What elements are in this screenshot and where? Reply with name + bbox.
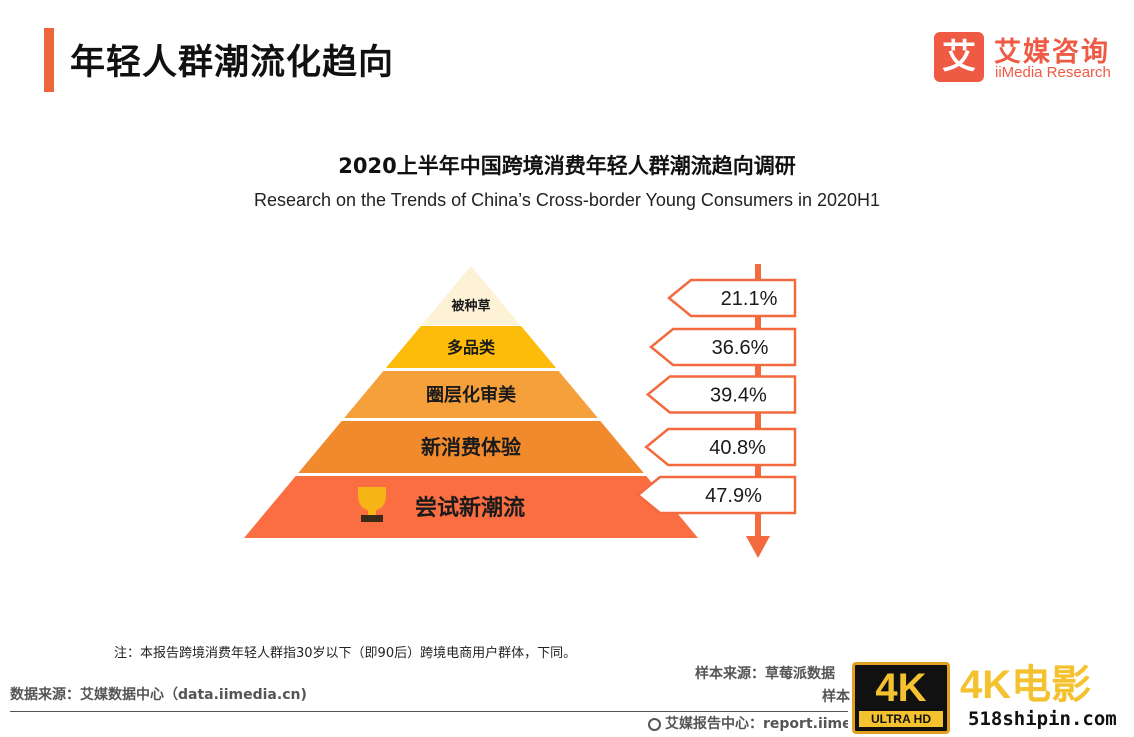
page-title: 年轻人群潮流化趋向 bbox=[70, 43, 395, 83]
brand-name-cn: 艾媒咨询 bbox=[994, 37, 1110, 68]
value-label-2: 36.6% bbox=[712, 337, 769, 359]
watermark-url: 518shipin.com bbox=[968, 708, 1117, 730]
tier-label-5: 尝试新潮流 bbox=[415, 495, 525, 521]
watermark-text: 4K电影 bbox=[960, 663, 1092, 707]
sample-source: 样本来源：草莓派数据 bbox=[695, 666, 835, 682]
brand-logo: 艾 bbox=[934, 32, 984, 82]
value-label-5: 47.9% bbox=[705, 485, 762, 507]
footnote: 注：本报告跨境消费年轻人群指30岁以下（即90后）跨境电商用户群体，下同。 bbox=[114, 646, 577, 661]
trend-arrow-head bbox=[746, 536, 770, 558]
tier-label-4: 新消费体验 bbox=[421, 435, 521, 459]
tier-label-3: 圈层化审美 bbox=[426, 384, 516, 406]
pyramid-tier-5 bbox=[244, 476, 698, 538]
brand-name-en: iiMedia Research bbox=[995, 64, 1111, 81]
globe-icon bbox=[648, 718, 661, 731]
tier-label-1: 被种草 bbox=[450, 298, 490, 314]
value-label-3: 39.4% bbox=[710, 385, 767, 407]
chart-title: 2020上半年中国跨境消费年轻人群潮流趋向调研 bbox=[338, 154, 796, 178]
value-callout-1 bbox=[667, 278, 797, 318]
watermark-badge-text: 4K bbox=[875, 666, 927, 710]
trophy-icon bbox=[358, 487, 386, 522]
watermark-badge: 4K ULTRA HD bbox=[852, 662, 950, 734]
value-callout-5 bbox=[636, 475, 797, 515]
value-label-4: 40.8% bbox=[709, 437, 766, 459]
value-callout-4 bbox=[644, 427, 797, 467]
value-callout-3 bbox=[645, 375, 797, 414]
pyramid-tier-4 bbox=[298, 421, 644, 473]
chart-subtitle: Research on the Trends of China’s Cross-… bbox=[253, 190, 881, 210]
report-center-text: 艾媒报告中心：report.iimedia.cn bbox=[665, 716, 848, 732]
value-label-1: 21.1% bbox=[721, 288, 778, 310]
sample-note: 样本 bbox=[822, 689, 850, 705]
pyramid-tier-2 bbox=[385, 326, 557, 368]
report-center-link[interactable]: 艾媒报告中心：report.iimedia.cn bbox=[648, 713, 848, 733]
pyramid-tier-1 bbox=[421, 266, 521, 325]
tier-label-2: 多品类 bbox=[447, 338, 496, 357]
pyramid-tier-3 bbox=[344, 371, 598, 418]
title-accent-bar bbox=[44, 28, 54, 92]
data-source: 数据来源：艾媒数据中心（data.iimedia.cn) bbox=[10, 687, 307, 703]
watermark-badge-sub: ULTRA HD bbox=[859, 711, 943, 727]
footer-divider bbox=[10, 711, 848, 712]
value-callout-2 bbox=[649, 327, 797, 367]
